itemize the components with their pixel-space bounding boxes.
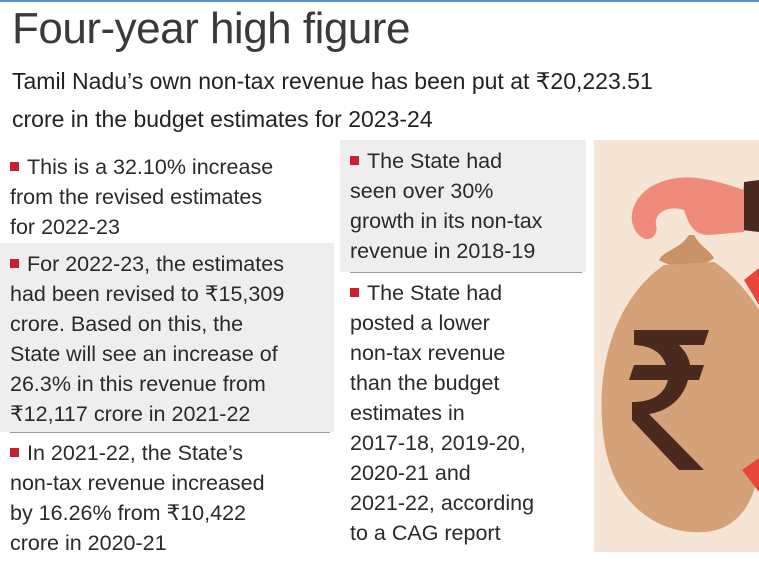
bullet-block: For 2022-23, the estimates had been revis… — [0, 243, 334, 432]
page: {"header":{"title":"Four-year high figur… — [0, 0, 759, 552]
subtitle-line: Tamil Nadu’s own non-tax revenue has bee… — [12, 62, 653, 100]
bullet-line: crore. Based on this, the — [10, 309, 334, 339]
bullet-text: State will see an increase of — [10, 342, 278, 366]
bullet-text: ₹12,117 crore in 2021-22 — [10, 402, 250, 426]
bullet-line: growth in its non-tax — [350, 206, 586, 236]
bullet-line: non-tax revenue — [350, 338, 586, 368]
bullet-text: 2017-18, 2019-20, — [350, 431, 526, 455]
bullet-line: 2021-22, according — [350, 488, 586, 518]
title: Four-year high figure — [12, 4, 410, 54]
bullet-text: from the revised estimates — [10, 185, 262, 209]
bullet-line: non-tax revenue increased — [10, 468, 334, 498]
bullet-marker — [350, 288, 359, 297]
bullet-line: from the revised estimates — [10, 182, 334, 212]
subtitle-line: crore in the budget estimates for 2023-2… — [12, 100, 653, 138]
bullet-text: For 2022-23, the estimates — [27, 252, 284, 276]
bullet-line: by 16.26% from ₹10,422 — [10, 498, 334, 528]
bullet-marker — [10, 162, 19, 171]
top-rule — [0, 0, 759, 2]
bullet-line: In 2021-22, the State’s — [10, 438, 334, 468]
bullet-marker — [10, 259, 19, 268]
bullet-block: This is a 32.10% increase from the revise… — [0, 146, 334, 243]
bullet-line: for 2022-23 — [10, 212, 334, 242]
subtitle: Tamil Nadu’s own non-tax revenue has bee… — [12, 62, 653, 138]
bullet-text: non-tax revenue increased — [10, 471, 265, 495]
bullet-text: to a CAG report — [350, 521, 501, 545]
sleeve — [742, 180, 759, 232]
bullet-text: by 16.26% from ₹10,422 — [10, 501, 246, 525]
bullet-text: 2020-21 and — [350, 461, 471, 485]
bullet-line: than the budget — [350, 368, 586, 398]
bullet-line: revenue in 2018-19 — [350, 236, 586, 266]
bullet-line: estimates in — [350, 398, 586, 428]
bullet-text: had been revised to ₹15,309 — [10, 282, 284, 306]
bullet-block: The State had seen over 30% growth in its … — [340, 140, 586, 272]
bullet-text: 26.3% in this revenue from — [10, 372, 266, 396]
bullet-text: non-tax revenue — [350, 341, 505, 365]
bullet-text: seen over 30% — [350, 179, 493, 203]
bullet-text: estimates in — [350, 401, 465, 425]
bullet-line: The State had — [350, 278, 586, 308]
bullet-text: The State had — [367, 281, 502, 305]
bullet-text: 2021-22, according — [350, 491, 534, 515]
bullet-block: The State had posted a lower non-tax reven… — [340, 272, 586, 554]
bullet-line: This is a 32.10% increase — [10, 152, 334, 182]
bullet-line: The State had — [350, 146, 586, 176]
bullet-text: crore. Based on this, the — [10, 312, 243, 336]
bullet-text: for 2022-23 — [10, 215, 120, 239]
bullet-line: For 2022-23, the estimates — [10, 249, 334, 279]
bullet-line: crore in 2020-21 — [10, 528, 334, 558]
bullet-text: This is a 32.10% increase — [27, 155, 273, 179]
bullet-line: seen over 30% — [350, 176, 586, 206]
bullet-line: 26.3% in this revenue from — [10, 369, 334, 399]
bullet-text: growth in its non-tax — [350, 209, 542, 233]
bullet-line: ₹12,117 crore in 2021-22 — [10, 399, 334, 429]
bullet-text: than the budget — [350, 371, 499, 395]
illustration — [594, 140, 759, 552]
bullet-block: In 2021-22, the State’s non-tax revenue i… — [0, 432, 334, 564]
bullet-text: crore in 2020-21 — [10, 531, 167, 555]
bullet-line: posted a lower — [350, 308, 586, 338]
bullet-line: to a CAG report — [350, 518, 586, 548]
bullet-text: posted a lower — [350, 311, 490, 335]
bullet-marker — [10, 448, 19, 457]
bullet-line: 2017-18, 2019-20, — [350, 428, 586, 458]
bullet-line: 2020-21 and — [350, 458, 586, 488]
bullet-text: The State had — [367, 149, 502, 173]
bullet-text: In 2021-22, the State’s — [27, 441, 243, 465]
bullet-line: had been revised to ₹15,309 — [10, 279, 334, 309]
bullet-line: State will see an increase of — [10, 339, 334, 369]
bullet-marker — [350, 156, 359, 165]
bullet-text: revenue in 2018-19 — [350, 239, 535, 263]
